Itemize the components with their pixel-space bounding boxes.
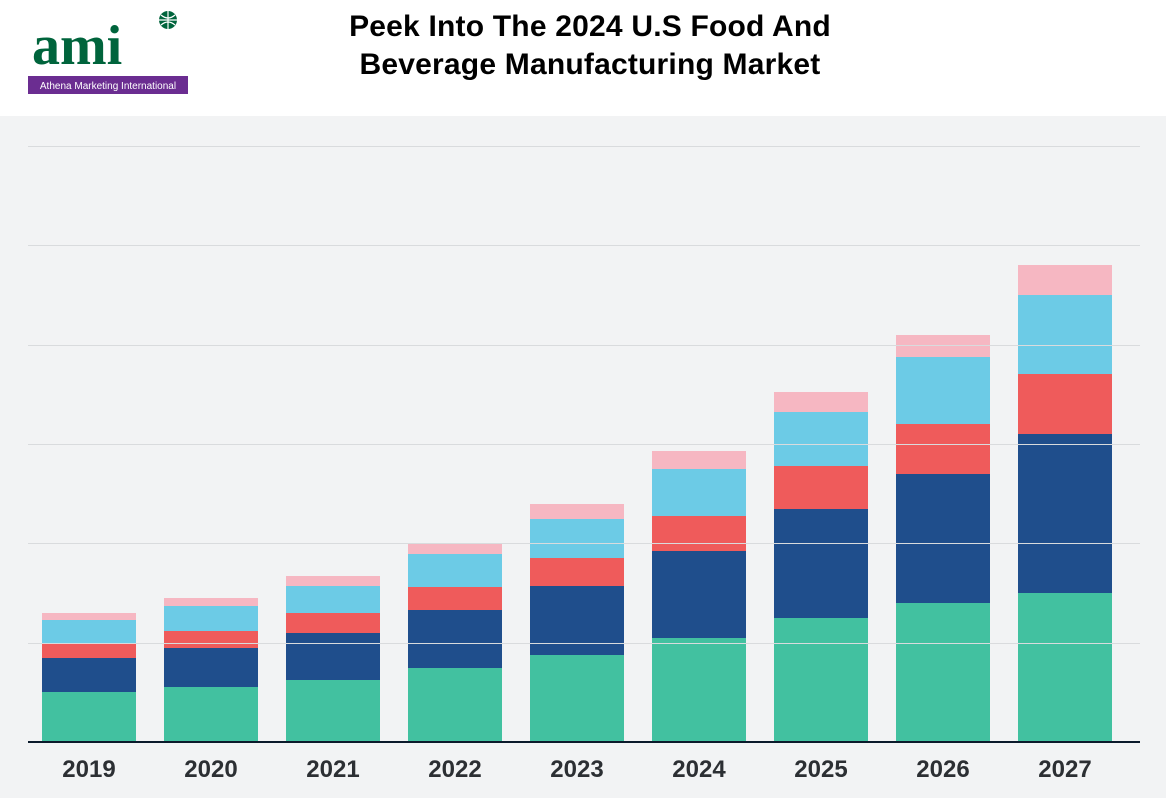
bar-seg-pink — [530, 504, 624, 519]
bar-seg-lightblue — [164, 606, 258, 631]
gridline — [28, 245, 1140, 246]
bar-seg-navy — [896, 474, 990, 603]
bar-seg-lightblue — [652, 469, 746, 516]
bar-seg-pink — [774, 392, 868, 412]
x-label-2023: 2023 — [530, 756, 624, 784]
logo-wordmark: ami — [32, 15, 122, 77]
x-label-2027: 2027 — [1018, 756, 1112, 784]
x-label-2022: 2022 — [408, 756, 502, 784]
bar-seg-lightblue — [896, 357, 990, 424]
x-label-2020: 2020 — [164, 756, 258, 784]
logo: ami Athena Marketing International — [28, 6, 188, 98]
bar-seg-red — [774, 466, 868, 508]
bar-seg-pink — [652, 451, 746, 468]
x-label-2024: 2024 — [652, 756, 746, 784]
bar-seg-pink — [1018, 265, 1112, 295]
bar-seg-teal — [1018, 593, 1112, 742]
bar-seg-teal — [42, 692, 136, 742]
gridline — [28, 146, 1140, 147]
x-label-2025: 2025 — [774, 756, 868, 784]
bar-seg-teal — [286, 680, 380, 742]
title-line-2: Beverage Manufacturing Market — [260, 46, 920, 84]
bar-seg-navy — [652, 551, 746, 638]
bar-seg-teal — [896, 603, 990, 742]
bar-seg-navy — [286, 633, 380, 680]
bar-seg-pink — [408, 543, 502, 554]
bar-seg-pink — [42, 613, 136, 620]
bar-seg-navy — [164, 648, 258, 688]
bar-seg-navy — [774, 509, 868, 618]
x-axis-baseline — [28, 741, 1140, 743]
bar-seg-red — [896, 424, 990, 474]
bar-seg-teal — [408, 668, 502, 743]
x-label-2021: 2021 — [286, 756, 380, 784]
logo-svg: ami Athena Marketing International — [28, 6, 188, 98]
gridline — [28, 444, 1140, 445]
bar-seg-navy — [530, 586, 624, 656]
bar-seg-teal — [530, 655, 624, 742]
bar-seg-lightblue — [530, 519, 624, 559]
header: ami Athena Marketing International Peek … — [0, 0, 1166, 116]
bar-seg-red — [652, 516, 746, 551]
bar-seg-lightblue — [286, 586, 380, 613]
bar-seg-lightblue — [1018, 295, 1112, 374]
bar-seg-red — [42, 643, 136, 658]
bar-seg-lightblue — [408, 554, 502, 586]
bar-seg-lightblue — [774, 412, 868, 467]
bar-seg-navy — [408, 610, 502, 667]
bar-seg-navy — [42, 658, 136, 693]
x-label-2019: 2019 — [42, 756, 136, 784]
bar-seg-teal — [652, 638, 746, 742]
logo-tagline-text: Athena Marketing International — [40, 81, 176, 92]
bar-seg-pink — [164, 598, 258, 606]
bar-seg-red — [286, 613, 380, 633]
bar-seg-red — [1018, 374, 1112, 434]
gridline — [28, 643, 1140, 644]
x-label-2026: 2026 — [896, 756, 990, 784]
chart-title: Peek Into The 2024 U.S Food And Beverage… — [260, 8, 920, 83]
bar-seg-red — [408, 587, 502, 611]
plot — [28, 146, 1140, 742]
bar-seg-red — [530, 558, 624, 585]
page: ami Athena Marketing International Peek … — [0, 0, 1166, 798]
bar-seg-teal — [164, 687, 258, 742]
gridline — [28, 345, 1140, 346]
title-line-1: Peek Into The 2024 U.S Food And — [260, 8, 920, 46]
bar-seg-navy — [1018, 434, 1112, 593]
bar-seg-teal — [774, 618, 868, 742]
chart-area: 2019 2020 2021 2022 2023 2024 2025 2026 2027 — [0, 116, 1166, 798]
bar-seg-lightblue — [42, 620, 136, 642]
bar-seg-pink — [286, 576, 380, 586]
x-axis-labels: 2019 2020 2021 2022 2023 2024 2025 2026 2027 — [28, 756, 1140, 788]
gridline — [28, 543, 1140, 544]
bar-seg-pink — [896, 335, 990, 357]
bar-seg-red — [164, 631, 258, 648]
